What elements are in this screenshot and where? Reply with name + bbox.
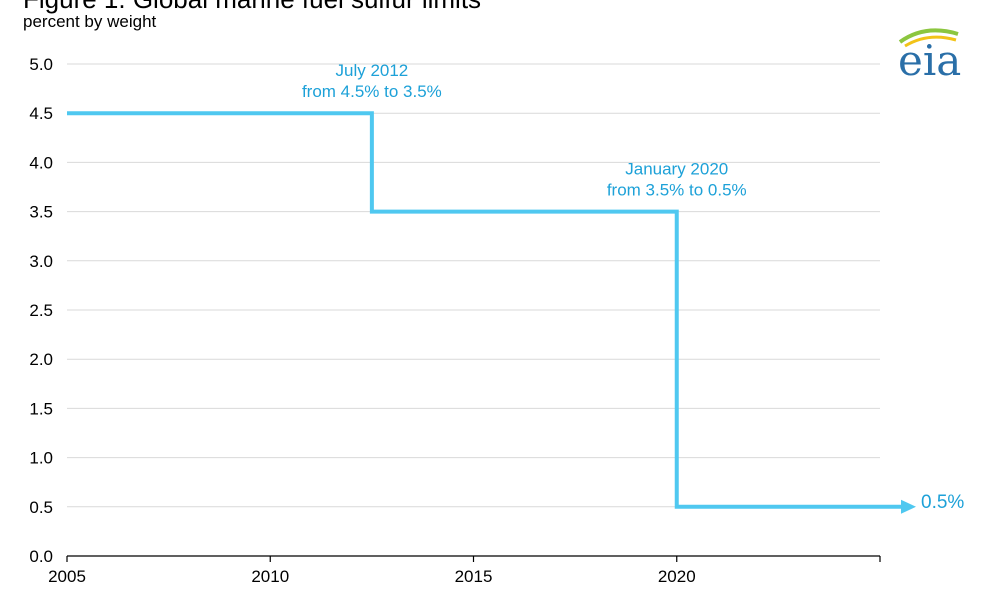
x-tick-label: 2005 [48,567,86,586]
chart-title: Figure 1. Global marine fuel sulfur limi… [23,0,481,15]
logo-text: eia [898,36,961,85]
series-group [67,111,916,514]
y-tick-label: 3.5 [29,203,53,222]
annotations: July 2012 from 4.5% to 3.5% January 2020 fr… [302,61,964,513]
x-tick-label: 2015 [455,567,493,586]
y-tick-label: 4.0 [29,153,53,172]
y-tick-label: 2.5 [29,301,53,320]
y-tick-label: 3.0 [29,252,53,271]
eia-logo: eia [898,28,961,85]
x-tick-label: 2020 [658,567,696,586]
annotation-text: January 2020 [625,160,728,179]
logo-swoosh-yellow [904,35,957,48]
y-tick-label: 0.0 [29,547,53,566]
chart-subtitle: percent by weight [23,12,157,31]
end-value-label: 0.5% [921,492,964,513]
y-tick-label: 2.0 [29,350,53,369]
y-tick-label: 4.5 [29,104,53,123]
x-axis: 2005 2010 2015 2020 [48,555,881,586]
annotation-text: from 3.5% to 0.5% [607,181,747,200]
series-line [67,111,903,509]
annotation-text: July 2012 [335,61,408,80]
y-tick-label: 1.0 [29,449,53,468]
logo-swoosh-green [898,28,959,44]
series-arrowhead [901,499,916,514]
x-tick-label: 2010 [251,567,289,586]
y-tick-label: 1.5 [29,399,53,418]
y-tick-label: 5.0 [29,55,53,74]
annotation-text: from 4.5% to 3.5% [302,82,442,101]
y-tick-label: 0.5 [29,498,53,517]
gridlines [67,63,880,508]
y-axis-ticks: 0.0 0.5 1.0 1.5 2.0 2.5 3.0 3.5 4.0 4.5 5.0 [29,55,53,566]
